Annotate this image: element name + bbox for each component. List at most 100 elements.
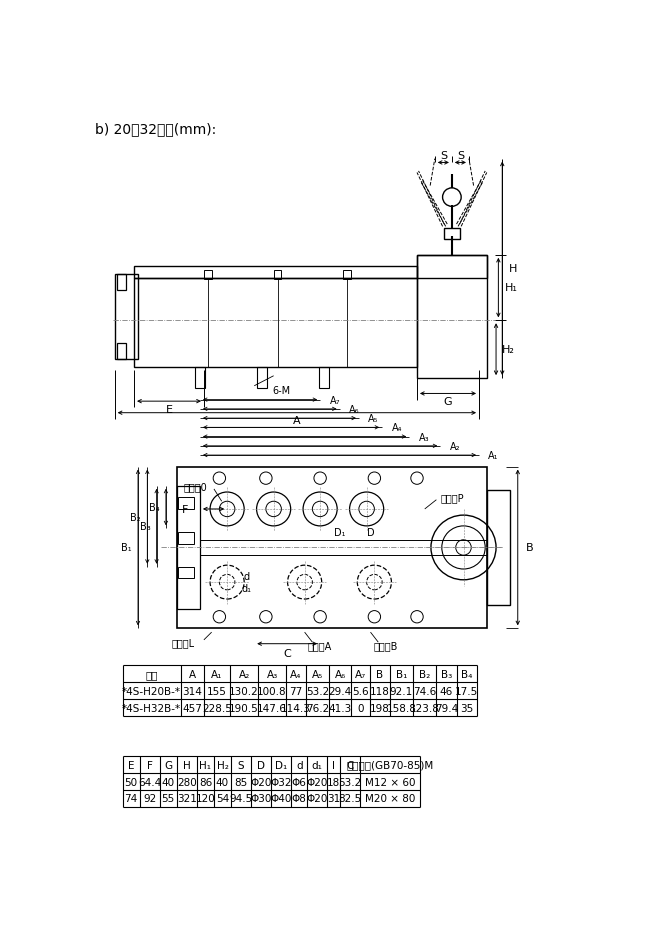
Text: d: d (243, 571, 249, 582)
Text: A: A (293, 416, 301, 426)
Text: A₁: A₁ (488, 450, 498, 461)
Text: 55: 55 (161, 794, 175, 803)
Text: 进油口P: 进油口P (440, 493, 464, 503)
Text: 工作口A: 工作口A (308, 641, 332, 650)
Bar (343, 271, 351, 280)
Text: 18: 18 (327, 777, 340, 786)
Bar (177, 467, 486, 629)
Text: 82.5: 82.5 (338, 794, 361, 803)
Text: 190.5: 190.5 (229, 703, 259, 713)
Text: B₃: B₃ (139, 521, 150, 531)
Text: 228.5: 228.5 (202, 703, 232, 713)
Text: 41.3: 41.3 (329, 703, 352, 713)
Text: d: d (296, 760, 303, 769)
Text: 5.6: 5.6 (352, 686, 368, 696)
Text: Φ8: Φ8 (291, 794, 307, 803)
Text: 53.2: 53.2 (338, 777, 361, 786)
Text: B: B (525, 543, 533, 553)
Text: 型号: 型号 (145, 669, 158, 679)
Bar (196, 367, 204, 389)
Text: G: G (164, 760, 172, 769)
Bar (134, 267, 417, 278)
Text: H: H (509, 263, 517, 274)
Bar (417, 256, 486, 278)
Text: A₄: A₄ (290, 669, 302, 679)
Text: A₃: A₃ (419, 432, 429, 442)
Text: 79.4: 79.4 (435, 703, 458, 713)
Text: Φ40: Φ40 (271, 794, 292, 803)
Text: 40: 40 (161, 777, 175, 786)
Text: Φ30: Φ30 (251, 794, 272, 803)
Text: 130.2: 130.2 (229, 686, 259, 696)
Text: B₄: B₄ (149, 502, 159, 512)
Text: B: B (377, 669, 383, 679)
Bar (117, 344, 127, 360)
Text: B₄: B₄ (461, 669, 472, 679)
Text: 457: 457 (182, 703, 202, 713)
Bar (117, 275, 127, 290)
Text: 118: 118 (370, 686, 390, 696)
Text: 54: 54 (216, 794, 229, 803)
Text: 64.4: 64.4 (138, 777, 161, 786)
Text: F: F (182, 504, 188, 514)
Text: 123.8: 123.8 (410, 703, 440, 713)
Text: A₅: A₅ (369, 413, 379, 424)
Text: A₂: A₂ (450, 442, 460, 451)
Bar (444, 228, 460, 240)
Text: H: H (183, 760, 191, 769)
Text: D₁: D₁ (275, 760, 287, 769)
Bar (134, 278, 417, 367)
Text: 出油口0: 出油口0 (184, 481, 208, 491)
Text: 94.5: 94.5 (229, 794, 253, 803)
Text: D: D (257, 760, 265, 769)
Text: 314: 314 (182, 686, 202, 696)
Text: 50: 50 (125, 777, 137, 786)
Text: 0: 0 (357, 703, 364, 713)
Text: 100.8: 100.8 (257, 686, 287, 696)
Text: 工作口B: 工作口B (374, 641, 398, 650)
Text: B₁: B₁ (396, 669, 407, 679)
Text: C: C (283, 649, 291, 658)
Bar (177, 486, 200, 610)
Text: A₇: A₇ (330, 396, 340, 405)
Text: G: G (444, 396, 452, 407)
Text: E: E (165, 404, 172, 414)
Text: 46: 46 (440, 686, 453, 696)
Text: 74: 74 (125, 794, 137, 803)
Text: H₁: H₁ (505, 283, 517, 293)
Text: A₃: A₃ (267, 669, 277, 679)
Text: 31: 31 (327, 794, 340, 803)
Bar (204, 271, 212, 280)
Text: Φ6: Φ6 (291, 777, 307, 786)
Text: 安装螺栓(GB70-85)M: 安装螺栓(GB70-85)M (346, 760, 433, 769)
Text: A₅: A₅ (312, 669, 324, 679)
Bar (320, 367, 329, 389)
Text: 6-M: 6-M (272, 385, 290, 396)
Text: B₂: B₂ (131, 512, 141, 522)
Bar (257, 367, 267, 389)
Text: 92.1: 92.1 (390, 686, 413, 696)
Text: *4S-H20B-*: *4S-H20B-* (122, 686, 181, 696)
Text: 29.4: 29.4 (329, 686, 352, 696)
Text: M12 × 60: M12 × 60 (364, 777, 415, 786)
Text: 77: 77 (289, 686, 303, 696)
Text: b) 20、32通径(mm):: b) 20、32通径(mm): (95, 122, 216, 136)
Text: Φ32: Φ32 (271, 777, 292, 786)
Text: H₂: H₂ (216, 760, 228, 769)
Text: Φ20: Φ20 (306, 794, 328, 803)
Text: H₂: H₂ (502, 345, 515, 354)
Text: A₂: A₂ (239, 669, 250, 679)
Text: Φ20: Φ20 (306, 777, 328, 786)
Text: A: A (189, 669, 196, 679)
Text: F: F (147, 760, 153, 769)
Text: 85: 85 (234, 777, 248, 786)
Text: Φ20: Φ20 (251, 777, 272, 786)
Text: D: D (366, 528, 375, 537)
Text: B₁: B₁ (121, 543, 132, 553)
Text: B₃: B₃ (441, 669, 452, 679)
Text: A₇: A₇ (355, 669, 366, 679)
Text: 53.2: 53.2 (306, 686, 330, 696)
Text: 74.6: 74.6 (413, 686, 436, 696)
Text: S: S (238, 760, 245, 769)
Text: 158.8: 158.8 (387, 703, 417, 713)
